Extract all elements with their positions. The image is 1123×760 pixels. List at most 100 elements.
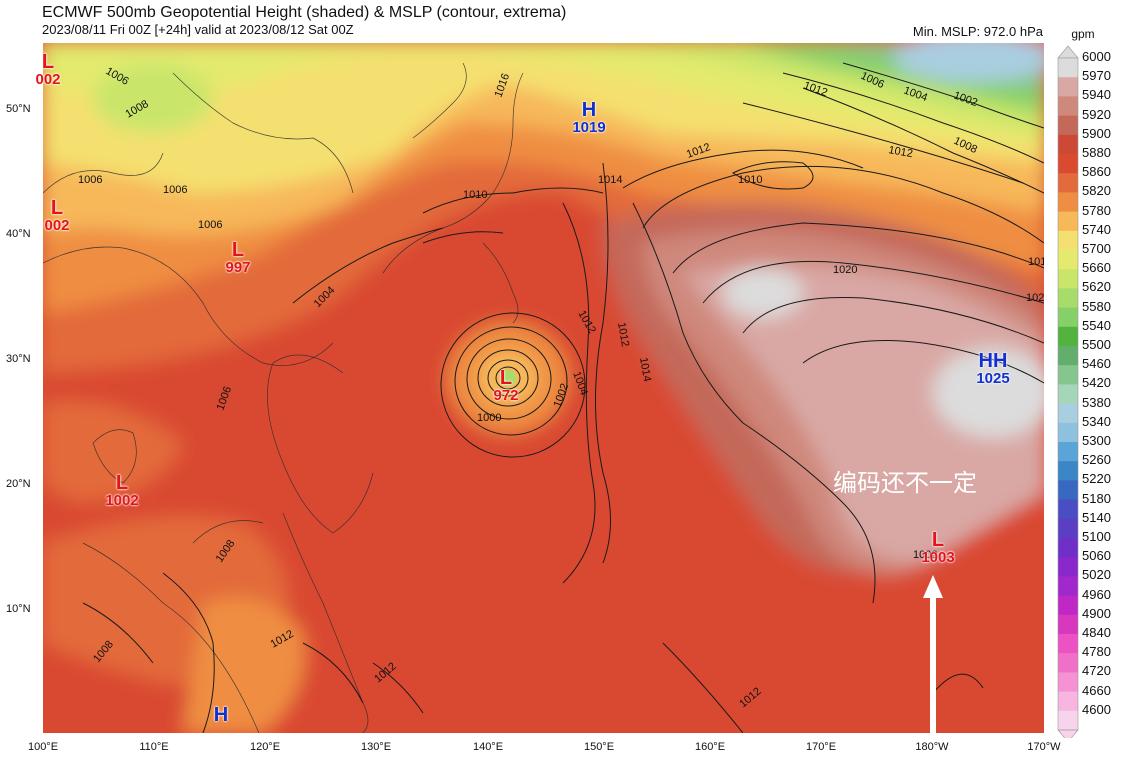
colorbar-tick-label: 5580 <box>1082 298 1111 314</box>
colorbar-swatch <box>1058 672 1078 693</box>
lon-label: 120°E <box>249 741 281 753</box>
colorbar-tick-label: 5860 <box>1082 164 1111 180</box>
colorbar-swatch <box>1058 269 1078 289</box>
colorbar-tick-label: 5340 <box>1082 413 1111 429</box>
low-pressure-marker: L 002 <box>44 198 69 234</box>
colorbar-tick-label: 5180 <box>1082 490 1111 506</box>
low-letter: L <box>931 529 945 551</box>
colorbar-swatch <box>1058 710 1078 731</box>
colorbar-swatch <box>1058 77 1078 97</box>
low-pressure-marker: L 1002 <box>105 473 138 509</box>
annotation-text: 编码还不一定 <box>833 470 977 497</box>
lon-label: 150°E <box>583 741 615 753</box>
colorbar-tick-label: 5100 <box>1082 529 1111 544</box>
lat-label: 50°N <box>6 103 31 115</box>
isobar-label: 1022 <box>1026 292 1044 304</box>
isobar-label: 1014 <box>637 356 653 382</box>
colorbar-tick-label: 4660 <box>1082 682 1111 698</box>
colorbar-tick-label: 5020 <box>1082 567 1111 583</box>
colorbar-swatch <box>1058 173 1078 193</box>
colorbar-tick-label: 5660 <box>1082 260 1111 276</box>
colorbar-swatch <box>1058 634 1078 654</box>
colorbar-swatch <box>1058 518 1078 539</box>
colorbar-swatch <box>1058 96 1078 117</box>
colorbar-tick-label: 5140 <box>1082 509 1111 525</box>
colorbar-swatch <box>1058 250 1078 270</box>
colorbar-swatch <box>1058 307 1078 328</box>
colorbar-swatch <box>1058 365 1078 385</box>
lat-label: 10°N <box>6 603 31 615</box>
low-value: 997 <box>225 259 251 276</box>
colorbar-tick-label: 5460 <box>1082 356 1111 372</box>
isobar-label: 1014 <box>598 174 622 186</box>
high-value: 1019 <box>572 119 606 136</box>
colorbar-swatch <box>1058 422 1078 443</box>
colorbar-swatch <box>1058 557 1078 577</box>
lon-label: 110°E <box>139 741 169 753</box>
lon-label: 170°W <box>1027 741 1061 753</box>
high-pressure-marker: H <box>214 705 228 725</box>
colorbar-swatch <box>1058 58 1078 78</box>
isobar-label: 1020 <box>833 264 857 276</box>
low-value: 1002 <box>105 492 139 509</box>
colorbar-tick-label: 5700 <box>1082 241 1111 256</box>
colorbar-swatch <box>1058 614 1078 635</box>
lon-label: 140°E <box>472 741 504 753</box>
colorbar-tick-label: 5380 <box>1082 394 1111 410</box>
high-pressure-marker: H 1019 <box>572 100 605 136</box>
lon-label: 160°E <box>694 741 726 753</box>
forecast-map: 1006 1008 1006 1006 1006 1010 1016 1012 1014 1010… <box>43 43 1044 733</box>
typhoon-low-marker: L 972 <box>493 368 518 404</box>
colorbar-top-tip <box>1057 45 1079 59</box>
low-value: 1003 <box>921 549 955 566</box>
lon-label: 100°E <box>27 741 59 753</box>
colorbar-tick-label: 4900 <box>1082 605 1111 621</box>
colorbar-tick-label: 5970 <box>1082 68 1111 84</box>
low-letter: L <box>41 51 55 73</box>
map-title: ECMWF 500mb Geopotential Height (shaded)… <box>42 4 567 21</box>
lon-label: 180°W <box>915 741 949 753</box>
colorbar-tick-label: 5500 <box>1082 337 1111 352</box>
colorbar-tick-label: 5740 <box>1082 221 1111 237</box>
isobar-label: 1006 <box>198 219 222 231</box>
low-pressure-marker: L 002 <box>35 52 60 88</box>
colorbar-tick-label: 5820 <box>1082 183 1111 199</box>
colorbar-swatch <box>1058 230 1078 251</box>
colorbar-tick-label: 4720 <box>1082 663 1111 679</box>
colorbar-tick-label: 5060 <box>1082 548 1111 564</box>
isobar-label: 1002 <box>913 549 937 561</box>
lon-label: 130°E <box>360 741 392 753</box>
colorbar-tick-label: 4840 <box>1082 625 1111 640</box>
isobar-label: 1006 <box>163 184 187 196</box>
colorbar-tick-label: 5900 <box>1082 125 1111 141</box>
colorbar-swatch <box>1058 326 1078 347</box>
colorbar-swatch <box>1058 192 1078 213</box>
colorbar-swatch <box>1058 480 1078 501</box>
high-letter: HH <box>978 350 1008 372</box>
colorbar-swatch <box>1058 538 1078 558</box>
low-value: 972 <box>493 387 519 404</box>
min-mslp-label: Min. MSLP: 972.0 hPa <box>912 24 1043 39</box>
colorbar-swatch <box>1058 346 1078 366</box>
isobar-label: 1012 <box>615 321 631 347</box>
colorbar-tick-label: 5620 <box>1082 279 1111 295</box>
colorbar-tick-label: 5300 <box>1082 433 1111 448</box>
colorbar <box>1057 45 1079 738</box>
colorbar-tick-label: 6000 <box>1082 49 1111 64</box>
colorbar-frame <box>1057 57 1079 731</box>
colorbar-swatch <box>1058 691 1078 712</box>
colorbar-swatch <box>1058 211 1078 232</box>
colorbar-tick-label: 5920 <box>1082 106 1111 122</box>
isobar-label: 1010 <box>463 189 487 201</box>
colorbar-swatch <box>1058 384 1078 405</box>
lat-label: 30°N <box>6 353 31 365</box>
colorbar-swatch <box>1058 115 1078 136</box>
low-letter: L <box>115 472 129 494</box>
isobar-label: 1012 <box>887 144 913 160</box>
colorbar-swatch <box>1058 154 1078 174</box>
high-value: 1025 <box>976 370 1010 387</box>
colorbar-swatch <box>1058 288 1078 309</box>
colorbar-swatch <box>1058 653 1078 673</box>
colorbar-tick-label: 5780 <box>1082 202 1111 218</box>
